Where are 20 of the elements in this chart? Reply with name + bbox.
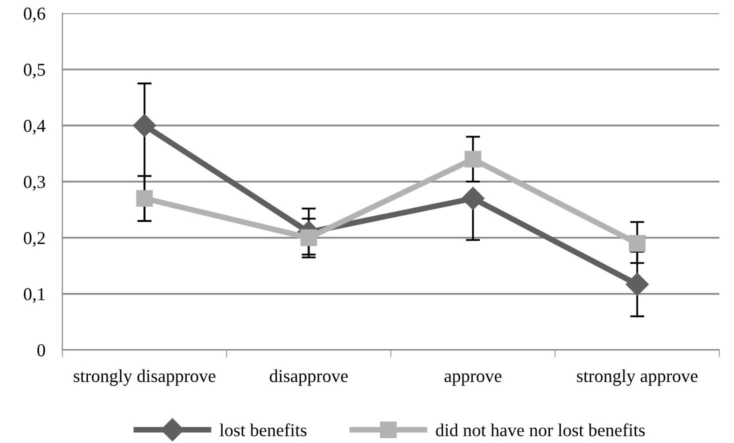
point	[464, 150, 482, 168]
y-tick-label: 0,4	[24, 120, 46, 135]
point	[300, 229, 318, 246]
x-tick-label: approve	[444, 373, 502, 386]
y-tick-label: 0	[37, 344, 46, 356]
point	[628, 235, 646, 252]
x-tick-label: disapprove	[270, 369, 348, 386]
y-tick-label: 0,6	[24, 8, 46, 22]
x-tick-label: strongly disapprove	[74, 369, 216, 386]
point	[136, 190, 153, 207]
x-tick-label: strongly approve	[577, 369, 698, 386]
legend-label: did not have nor lost benefits	[436, 423, 645, 436]
point	[626, 272, 649, 296]
y-tick-label: 0,3	[24, 176, 46, 191]
point	[133, 114, 156, 138]
y-tick-label: 0,2	[24, 232, 45, 247]
y-tick-label: 0,5	[24, 64, 46, 78]
point	[461, 186, 484, 210]
y-tick-label: 0,1	[24, 288, 45, 303]
legend-label: lost benefits	[220, 423, 306, 436]
